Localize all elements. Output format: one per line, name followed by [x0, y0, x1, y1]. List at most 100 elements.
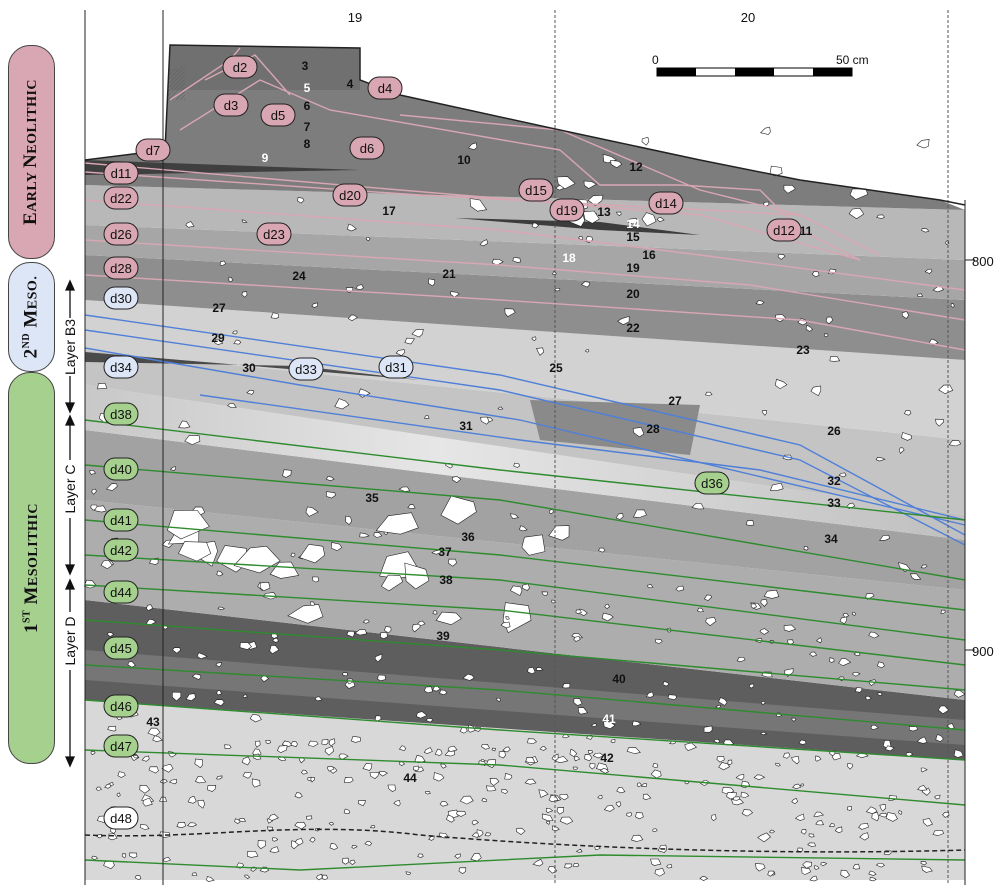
grid-label-19: 19: [348, 10, 362, 25]
scale-bar: 0 50 cm: [652, 53, 869, 77]
sample-badge-d47: d47: [103, 734, 139, 758]
sample-badge-d41: d41: [103, 508, 139, 532]
sample-badge-d5: d5: [260, 103, 296, 127]
sample-badge-d14: d14: [648, 191, 684, 215]
unit-number: 21: [442, 267, 456, 281]
sample-badge-d12: d12: [766, 218, 802, 242]
sample-badge-label: d28: [110, 261, 132, 276]
sample-badge-label: d5: [271, 108, 285, 123]
unit-number: 35: [365, 491, 379, 505]
depth-label-900: 900: [972, 644, 994, 659]
grid-label-20: 20: [741, 10, 755, 25]
unit-number: 19: [626, 261, 640, 275]
sample-badge-label: d44: [110, 585, 132, 600]
sample-badge-label: d34: [110, 360, 132, 375]
sample-badge-label: d22: [110, 191, 132, 206]
unit-number: 30: [242, 361, 256, 375]
sample-badge-d46: d46: [103, 694, 139, 718]
sample-badge-d34: d34: [103, 355, 139, 379]
unit-number: 36: [461, 530, 475, 544]
unit-number: 20: [626, 287, 640, 301]
sample-badge-d40: d40: [103, 457, 139, 481]
unit-number: 41: [602, 712, 616, 726]
sample-badge-d38: d38: [103, 402, 139, 426]
sample-badge-d33: d33: [288, 357, 324, 381]
unit-number: 32: [827, 474, 841, 488]
layer-bands: [85, 45, 965, 880]
sample-badge-d4: d4: [367, 76, 403, 100]
sample-badge-label: d33: [295, 362, 317, 377]
unit-number: 18: [562, 251, 576, 265]
unit-number: 12: [629, 160, 643, 174]
sample-badge-label: d14: [655, 196, 677, 211]
sample-badge-label: d47: [110, 739, 132, 754]
sample-badge-d6: d6: [349, 136, 385, 160]
sample-badge-label: d48: [110, 811, 132, 826]
sample-badge-d20: d20: [332, 183, 368, 207]
unit-number: 22: [626, 321, 640, 335]
unit-number: 26: [827, 424, 841, 438]
sample-badge-label: d6: [360, 141, 374, 156]
phase-early-neolithic: EARLY NEOLITHIC: [8, 45, 55, 259]
unit-number: 8: [304, 137, 311, 151]
unit-number: 23: [796, 343, 810, 357]
sample-badge-d19: d19: [549, 198, 585, 222]
unit-number: 24: [292, 269, 306, 283]
unit-number: 31: [459, 419, 473, 433]
sample-badge-label: d30: [110, 291, 132, 306]
sample-badge-d22: d22: [103, 186, 139, 210]
unit-number: 39: [436, 629, 450, 643]
sample-badge-d42: d42: [103, 538, 139, 562]
unit-number: 7: [304, 120, 311, 134]
unit-number: 25: [549, 361, 563, 375]
sample-badge-d11: d11: [103, 161, 139, 185]
sample-badge-label: d12: [773, 223, 795, 238]
sample-badge-d7: d7: [135, 138, 171, 162]
sample-badge-d23: d23: [256, 222, 292, 246]
unit-number: 4: [347, 77, 354, 91]
blue-boundary-lines: [84, 314, 966, 546]
sample-badge-d30: d30: [103, 286, 139, 310]
unit-number: 40: [612, 672, 626, 686]
unit-number: 29: [211, 331, 225, 345]
scale-bar-start: 0: [652, 53, 659, 67]
sample-badge-label: d45: [110, 641, 132, 656]
unit-number: 13: [597, 205, 611, 219]
depth-label-800: 800: [972, 254, 994, 269]
sample-badge-label: d4: [378, 81, 392, 96]
unit-number: 9: [262, 151, 269, 165]
sample-badge-d3: d3: [213, 93, 249, 117]
unit-number: 14: [626, 217, 640, 231]
unit-number: 16: [642, 248, 656, 262]
sample-badge-label: d2: [233, 60, 247, 75]
sample-badge-label: d26: [110, 227, 132, 242]
sample-badge-label: d46: [110, 699, 132, 714]
unit-number: 43: [146, 715, 160, 729]
sample-badge-d31: d31: [378, 355, 414, 379]
sample-badge-label: d40: [110, 462, 132, 477]
layer-tag-d: Layer D: [62, 616, 78, 665]
sample-badge-label: d3: [224, 98, 238, 113]
unit-number: 38: [439, 573, 453, 587]
unit-number: 17: [382, 204, 396, 218]
scale-bar-end: 50 cm: [836, 53, 869, 67]
unit-number: 10: [457, 153, 471, 167]
sample-badge-label: d20: [339, 188, 361, 203]
sample-badge-label: d7: [146, 143, 160, 158]
sample-badge-d48: d48: [103, 806, 139, 830]
unit-number: 42: [600, 751, 614, 765]
phase-boundary-lines: [84, 47, 966, 871]
layer-tag-b3: Layer B3: [62, 319, 78, 375]
layer-tag-arrows: [62, 279, 78, 768]
phase-first-mesolithic: 1ST MESOLITHIC: [8, 372, 55, 764]
unit-number: 37: [438, 545, 452, 559]
unit-number: 44: [403, 771, 417, 785]
sample-badge-label: d41: [110, 513, 132, 528]
sample-badge-label: d19: [556, 203, 578, 218]
unit-number: 5: [304, 81, 311, 95]
unit-number: 3: [302, 59, 309, 73]
sample-badge-d45: d45: [103, 636, 139, 660]
sample-badge-d44: d44: [103, 580, 139, 604]
unit-number: 27: [668, 394, 682, 408]
